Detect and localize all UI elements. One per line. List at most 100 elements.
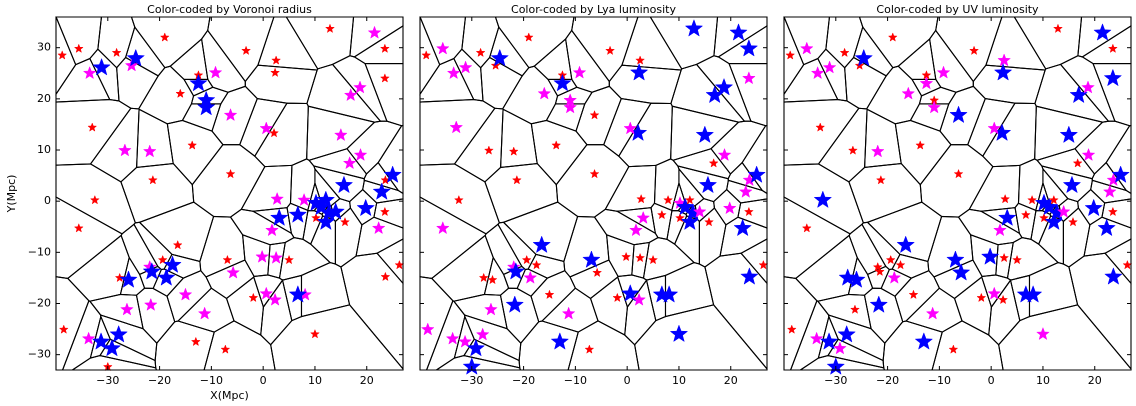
voronoi-cell	[741, 125, 768, 195]
voronoi-cell	[649, 16, 719, 70]
star-marker	[379, 73, 390, 83]
star-marker	[316, 212, 336, 231]
y-axis-label: Y(Mpc)	[5, 175, 18, 214]
star-marker	[356, 198, 375, 217]
star-marker	[380, 271, 391, 282]
x-tick-label: −10	[928, 374, 951, 387]
voronoi-cell	[135, 287, 176, 344]
star-marker	[1122, 259, 1133, 270]
star-marker	[371, 221, 386, 235]
voronoi-cell	[783, 276, 818, 371]
voronoi-cell	[239, 97, 288, 157]
star-marker	[589, 168, 600, 179]
star-marker	[269, 208, 289, 226]
star-marker	[316, 190, 336, 209]
voronoi-cell	[1009, 274, 1031, 322]
star-marker	[1072, 158, 1083, 168]
voronoi-cell	[453, 48, 484, 102]
star-marker	[91, 332, 111, 350]
voronoi-cell	[419, 16, 441, 96]
star-marker	[605, 45, 616, 55]
star-marker	[343, 88, 358, 102]
x-tick-label: 20	[1088, 374, 1102, 387]
star-marker	[629, 223, 643, 237]
x-tick-label: 10	[308, 374, 322, 387]
voronoi-cell	[1074, 120, 1131, 175]
star-marker	[1039, 212, 1049, 223]
star-marker	[383, 165, 402, 183]
star-marker	[223, 108, 238, 122]
voronoi-cell	[340, 252, 404, 371]
star-marker	[478, 272, 489, 283]
star-marker	[1069, 85, 1088, 104]
voronoi-cell	[355, 216, 404, 257]
star-marker	[729, 23, 748, 41]
star-marker	[1056, 204, 1071, 218]
star-marker	[333, 127, 348, 142]
x-tick-label: 0	[624, 374, 631, 387]
x-tick-label: −10	[564, 374, 587, 387]
voronoi-cell	[905, 287, 963, 333]
x-tick-label: −20	[876, 374, 899, 387]
star-marker	[163, 255, 182, 273]
star-marker	[1084, 198, 1103, 217]
star-marker	[695, 125, 715, 144]
star-marker	[81, 331, 96, 345]
voronoi-cell	[847, 256, 874, 296]
voronoi-cell	[55, 196, 123, 280]
star-marker	[692, 204, 707, 218]
star-marker	[987, 121, 1002, 135]
voronoi-cell	[852, 25, 894, 77]
star-marker	[993, 223, 1007, 237]
star-marker	[259, 286, 274, 300]
star-marker	[537, 86, 552, 100]
star-marker	[1104, 267, 1123, 285]
voronoi-cell	[565, 29, 610, 93]
voronoi-cell	[957, 208, 1023, 246]
chart-title: Color-coded by Lya luminosity	[511, 3, 676, 16]
voronoi-cell	[981, 274, 1012, 309]
star-marker	[589, 110, 600, 120]
y-tick-label: 10	[37, 143, 51, 156]
voronoi-cell	[89, 107, 140, 183]
star-marker	[663, 194, 674, 205]
voronoi-cell	[1068, 252, 1132, 371]
star-marker	[708, 158, 719, 168]
star-marker	[632, 292, 646, 306]
chart-title: Color-coded by Voronoi radius	[147, 3, 312, 16]
voronoi-cell	[61, 299, 102, 371]
star-marker	[189, 73, 208, 92]
voronoi-cell	[1105, 125, 1132, 195]
voronoi-cell	[499, 287, 540, 344]
star-marker	[936, 65, 951, 79]
star-marker	[175, 88, 186, 98]
voronoi-cell	[483, 256, 510, 296]
voronoi-cell	[516, 268, 549, 297]
star-marker	[872, 261, 883, 272]
x-tick-label: −30	[460, 374, 483, 387]
star-marker	[435, 41, 450, 55]
star-marker	[684, 194, 695, 205]
star-marker	[635, 55, 646, 65]
star-marker	[449, 120, 464, 134]
voronoi-cell	[621, 16, 683, 71]
star-marker	[813, 190, 833, 209]
star-marker	[819, 332, 839, 350]
star-marker	[1068, 216, 1078, 227]
star-marker	[157, 268, 176, 286]
star-marker	[1048, 194, 1059, 205]
y-tick-label: 30	[37, 41, 51, 54]
star-marker	[908, 289, 919, 300]
star-marker	[885, 254, 896, 265]
star-marker	[379, 43, 390, 53]
star-marker	[82, 66, 97, 80]
axes-frame	[419, 16, 768, 371]
star-marker	[325, 23, 335, 33]
star-marker	[120, 302, 134, 316]
star-marker	[551, 140, 562, 150]
voronoi-cell	[500, 108, 538, 169]
star-marker	[901, 86, 916, 100]
star-marker	[372, 182, 392, 200]
star-marker	[326, 202, 345, 220]
star-marker	[584, 344, 595, 354]
